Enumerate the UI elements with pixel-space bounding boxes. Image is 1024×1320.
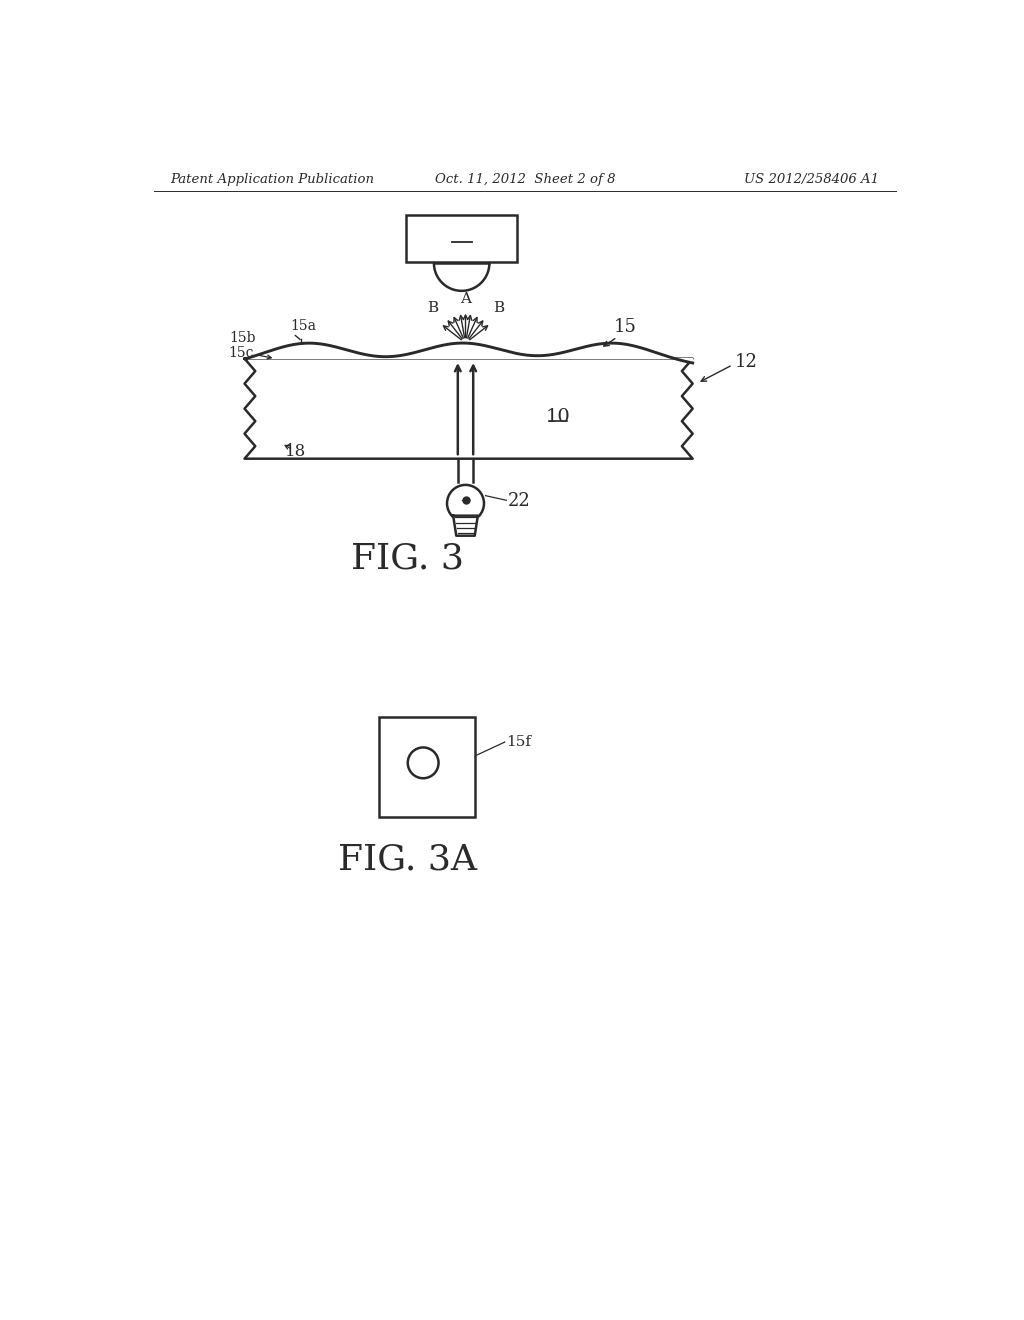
Text: B: B [494,301,504,315]
Circle shape [408,747,438,779]
Bar [407,215,517,263]
Text: 15f: 15f [506,735,531,748]
Polygon shape [246,343,692,363]
Text: 24: 24 [447,226,476,248]
Text: US 2012/258406 A1: US 2012/258406 A1 [744,173,879,186]
Polygon shape [454,516,478,536]
Text: 12: 12 [735,354,758,371]
Bar [379,717,475,817]
Polygon shape [245,359,692,459]
Polygon shape [434,263,489,290]
Text: 15b: 15b [229,331,256,345]
Text: Oct. 11, 2012  Sheet 2 of 8: Oct. 11, 2012 Sheet 2 of 8 [434,173,615,186]
Text: Patent Application Publication: Patent Application Publication [171,173,375,186]
Text: 18: 18 [285,442,306,459]
Text: 15c: 15c [228,346,254,360]
Text: A: A [460,292,471,306]
Text: FIG. 3: FIG. 3 [351,541,464,576]
Text: 15: 15 [614,318,637,335]
Text: 15a: 15a [290,319,316,333]
Text: 10: 10 [546,408,570,425]
Text: B: B [427,301,438,315]
Circle shape [447,484,484,521]
Text: 22: 22 [508,492,530,510]
Text: FIG. 3A: FIG. 3A [338,842,477,876]
